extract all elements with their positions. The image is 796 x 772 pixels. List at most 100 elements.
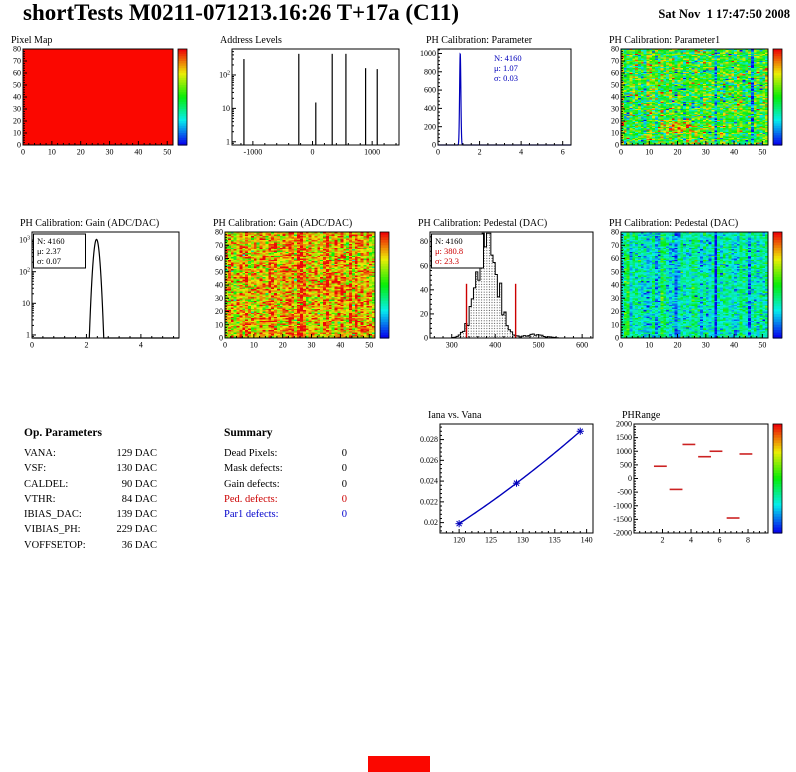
colorbar-swatch (178, 135, 187, 139)
colorbar-swatch (178, 58, 187, 62)
colorbar-swatch (380, 322, 389, 326)
chart-iana-vana: 120 125 130 135 140 0.02 0.022 0.024 0.026 0.028 I… (420, 410, 594, 545)
colorbar-swatch (773, 266, 782, 270)
stats-line: σ: 23.3 (435, 256, 459, 266)
colorbar-swatch (178, 97, 187, 100)
colorbar-swatch (380, 287, 389, 291)
colorbar-swatch (773, 97, 782, 100)
colorbar-swatch (773, 519, 782, 523)
colorbar-swatch (178, 87, 187, 91)
svg-text:2: 2 (478, 148, 482, 157)
svg-text:60: 60 (13, 69, 21, 78)
svg-text:0: 0 (424, 334, 428, 343)
colorbar-swatch (380, 245, 389, 249)
colorbar-swatch (178, 137, 187, 141)
colorbar-swatch (380, 285, 389, 289)
colorbar-swatch (773, 49, 782, 52)
svg-text:1000: 1000 (616, 447, 632, 456)
colorbar-swatch (773, 295, 782, 299)
colorbar-swatch (773, 303, 782, 307)
colorbar-swatch (178, 77, 187, 81)
colorbar-swatch (380, 274, 389, 278)
svg-text:-2000: -2000 (613, 529, 632, 538)
pad-ph-par1-map: 0 10 20 30 40 50 0 10 20 30 40 50 60 70 80 PH Calibrati… (606, 33, 794, 165)
colorbar-swatch (773, 429, 782, 433)
stats-line: μ: 2.37 (37, 246, 61, 256)
svg-text:0.026: 0.026 (420, 456, 438, 465)
colorbar-swatch (773, 494, 782, 499)
colorbar-swatch (178, 80, 187, 84)
colorbar (772, 423, 783, 534)
colorbar-swatch (773, 133, 782, 136)
colorbar-swatch (380, 298, 389, 302)
colorbar (177, 48, 188, 146)
chart-title: PH Calibration: Gain (ADC/DAC) (213, 218, 352, 229)
svg-text:30: 30 (106, 148, 114, 157)
pad-iana-vana: 120 125 130 135 140 0.02 0.022 0.024 0.026 0.028 I… (408, 408, 605, 553)
svg-text:60: 60 (420, 261, 428, 270)
summary-label: Mask defects: (224, 463, 283, 475)
svg-text:10: 10 (22, 299, 30, 308)
svg-text:60: 60 (611, 254, 619, 263)
colorbar-swatch (178, 128, 187, 132)
op-param-value: 90 DAC (121, 478, 157, 490)
colorbar-swatch (380, 271, 389, 275)
colorbar-swatch (380, 269, 389, 273)
colorbar-swatch (380, 234, 389, 238)
colorbar-swatch (773, 142, 782, 146)
colorbar-swatch (773, 255, 782, 260)
svg-text:20: 20 (611, 307, 619, 316)
colorbar-swatch (773, 232, 782, 236)
colorbar-swatch (178, 70, 187, 74)
svg-text:80: 80 (611, 45, 619, 54)
colorbar-swatch (773, 140, 782, 144)
op-param-row: VIBIAS_PH: 229 DAC (24, 522, 157, 537)
pad-ph-gain-map: 0 10 20 30 40 50 0 10 20 30 40 50 60 70 80 PH Calibrati… (210, 216, 407, 358)
svg-text:400: 400 (489, 341, 501, 350)
op-param-label: VTHR: (24, 493, 56, 505)
colorbar-swatch (178, 123, 187, 127)
svg-text:120: 120 (453, 536, 465, 545)
svg-text:1: 1 (26, 331, 30, 340)
colorbar-swatch (773, 308, 782, 313)
colorbar-swatch (773, 258, 782, 262)
op-param-value: 139 DAC (116, 509, 157, 521)
colorbar-swatch (773, 263, 782, 268)
svg-text:-500: -500 (617, 488, 632, 497)
colorbar-swatch (178, 56, 187, 60)
pad-ph-ped-hist: 300 400 500 600 0 20 40 60 80 PH Calibration: Ped… (408, 216, 605, 358)
colorbar-swatch (178, 118, 187, 122)
colorbar-swatch (380, 258, 389, 262)
svg-text:8: 8 (746, 536, 750, 545)
colorbar-swatch (380, 319, 389, 323)
colorbar-swatch (773, 261, 782, 265)
colorbar-swatch (773, 335, 782, 339)
op-param-row: CALDEL: 90 DAC (24, 477, 157, 492)
colorbar-swatch (773, 324, 782, 328)
colorbar-swatch (773, 316, 782, 321)
colorbar-swatch (773, 53, 782, 57)
colorbar-swatch (773, 508, 782, 512)
colorbar-swatch (773, 462, 782, 466)
colorbar-swatch (773, 237, 782, 241)
stats-line: μ: 1.07 (494, 63, 518, 73)
colorbar-swatch (380, 253, 389, 257)
colorbar-swatch (773, 292, 782, 297)
op-param-label: CALDEL: (24, 478, 69, 490)
svg-text:0: 0 (615, 334, 619, 343)
op-parameters-rows: VANA: 129 DAC VSF: 130 DAC CALDEL: 90 DAC VTHR… (24, 446, 157, 553)
colorbar-swatch (380, 232, 389, 236)
colorbar-swatch (380, 303, 389, 307)
colorbar-swatch (773, 51, 782, 55)
svg-text:-1500: -1500 (613, 515, 632, 524)
colorbar-swatch (773, 80, 782, 84)
colorbar-swatch (773, 505, 782, 510)
svg-text:1: 1 (226, 137, 230, 146)
op-param-label: VSF: (24, 463, 47, 475)
colorbar-swatch (773, 63, 782, 67)
pad-ph-range: 2 4 6 8 -2000 -1500 -1000 -500 0 500 1000 1500 2000 P… (606, 408, 794, 553)
colorbar-swatch (773, 118, 782, 122)
colorbar-swatch (178, 116, 187, 120)
colorbar-swatch (773, 486, 782, 490)
